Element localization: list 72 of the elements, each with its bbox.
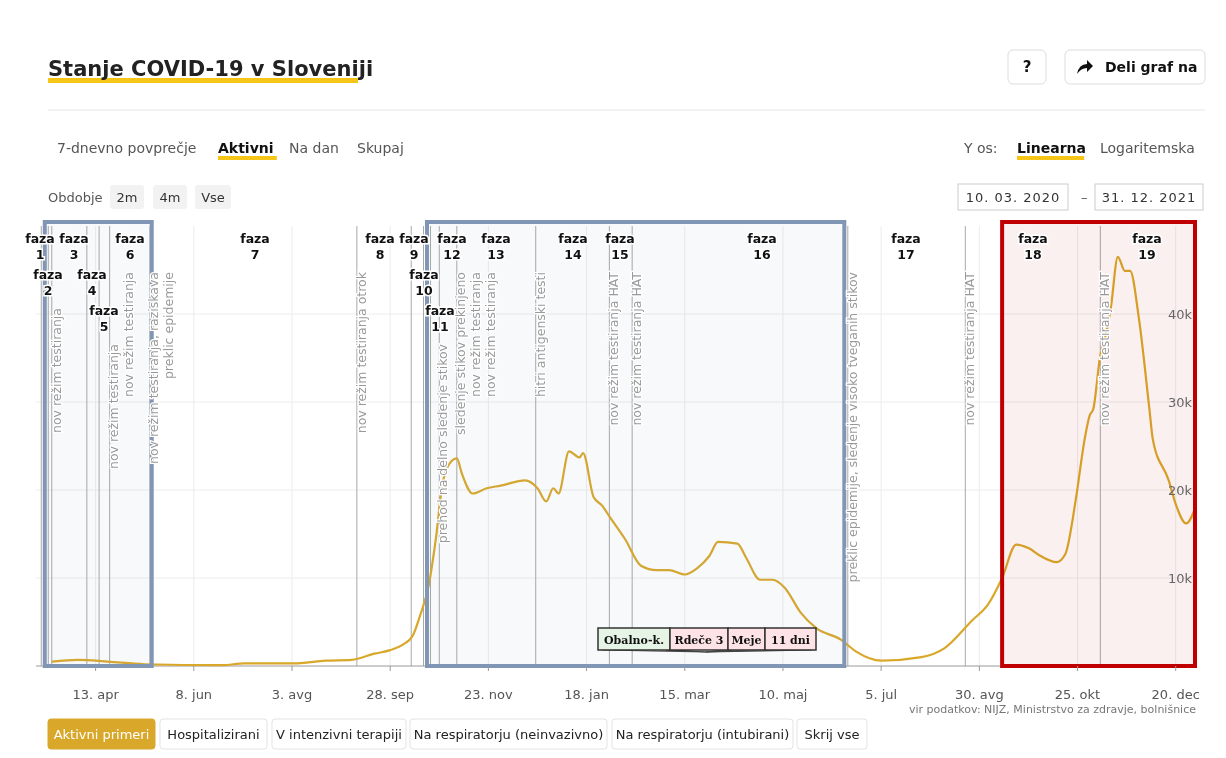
text: – xyxy=(1081,190,1088,205)
help-button: ? xyxy=(1007,49,1047,85)
x-tick-label: 3. avg xyxy=(271,687,313,702)
ref-line-label: preklic epidemije, sledenje visoko tveganih stikov xyxy=(844,271,860,583)
annotation: Rdeče 3 xyxy=(674,633,724,647)
date-field: 10. 03. 2020 xyxy=(957,183,1069,211)
date-field: 31. 12. 2021 xyxy=(1094,183,1204,211)
annotation: Obalno-k. xyxy=(604,633,664,647)
ref-line-label: nov režim testiranja HAT xyxy=(606,271,622,426)
x-tick-label: 20. dec xyxy=(1151,687,1200,702)
toggle-button: Hospitalizirani xyxy=(159,718,268,750)
x-tick-label: 10. maj xyxy=(758,687,808,702)
annotation: Meje xyxy=(731,633,762,647)
annotation: faza 12 xyxy=(437,231,467,262)
text: Na dan xyxy=(289,140,339,156)
annotation: faza 6 xyxy=(115,231,145,262)
y-tick-label: 30k xyxy=(1167,395,1193,410)
text: vir podatkov: NIJZ, Ministrstvo za zdravje, bolnišnice xyxy=(908,703,1197,716)
ref-line-label: nov režim testiranja, raziskava xyxy=(145,272,161,465)
ref-line-label: nov režim testiranja HAT xyxy=(1097,271,1113,426)
ref-line-label: nov režim testiranja otrok xyxy=(353,271,369,434)
ref-line-label: nov režim testiranja xyxy=(48,308,64,434)
ref-line-label: nov režim testiranja HAT xyxy=(962,271,978,426)
annotation: faza 17 xyxy=(891,231,921,262)
x-tick-label: 30. avg xyxy=(954,687,1004,702)
x-tick-label: 23. nov xyxy=(464,687,514,702)
ref-line-label: nov režim testiranja HAT xyxy=(629,271,645,426)
share-button: Deli graf na xyxy=(1064,49,1206,85)
text: Aktivni xyxy=(218,140,274,156)
text: Linearna xyxy=(1017,140,1086,156)
annotation: faza 14 xyxy=(558,231,588,262)
ref-line-label: nov režim testiranja xyxy=(105,344,121,470)
ref-line-label: preklic epidemije xyxy=(160,271,176,380)
annotation: faza 7 xyxy=(240,231,270,262)
annotation: faza 8 xyxy=(365,231,395,262)
x-tick-label: 18. jan xyxy=(564,687,609,702)
toggle-button: Aktivni primeri xyxy=(47,718,156,750)
text: Obdobje xyxy=(48,190,103,205)
toggle-button: Skrij vse xyxy=(796,718,868,750)
text: Skupaj xyxy=(357,140,404,156)
x-tick-label: 15. mar xyxy=(659,687,711,702)
toggle-button: Na respiratorju (intubirani) xyxy=(611,718,794,750)
text: Y os: xyxy=(963,140,998,156)
period-chip: 4m xyxy=(153,185,187,209)
ref-line-label: nov režim testiranja xyxy=(120,272,136,398)
x-tick-label: 28. sep xyxy=(366,687,415,702)
ref-line-label: nov režim testiranja xyxy=(482,272,498,398)
annotation: faza 19 xyxy=(1132,231,1162,262)
toggle-button: Na respiratorju (neinvazivno) xyxy=(409,718,608,750)
text: Logaritemska xyxy=(1100,140,1195,156)
ref-line-label: prehod na delno sledenje stikov xyxy=(435,343,451,544)
annotation: 11 dni xyxy=(770,633,811,647)
annotation: faza 5 xyxy=(89,303,119,334)
x-tick-label: 13. apr xyxy=(72,687,120,702)
x-tick-label: 25. okt xyxy=(1054,687,1101,702)
y-tick-label: 40k xyxy=(1167,307,1193,322)
ref-line-label: hitri antigenski testi xyxy=(532,272,548,398)
annotation: faza 13 xyxy=(481,231,511,262)
period-chip: Vse xyxy=(195,185,231,209)
annotation: faza 11 xyxy=(425,303,455,334)
x-tick-label: 5. jul xyxy=(865,687,898,702)
x-tick-label: 8. jun xyxy=(175,687,213,702)
chart-title: Stanje COVID-19 v Sloveniji xyxy=(48,57,374,81)
annotation: faza 2 xyxy=(33,267,63,298)
annotation: faza 18 xyxy=(1018,231,1048,262)
period-chip: 2m xyxy=(110,185,144,209)
ref-line-label: nov režim testiranja xyxy=(467,272,483,398)
text: 7-dnevno povprečje xyxy=(57,140,197,156)
toggle-button: V intenzivni terapiji xyxy=(271,718,407,750)
annotation: faza 16 xyxy=(747,231,777,262)
annotation: faza 15 xyxy=(605,231,635,262)
y-tick-label: 10k xyxy=(1167,571,1193,586)
